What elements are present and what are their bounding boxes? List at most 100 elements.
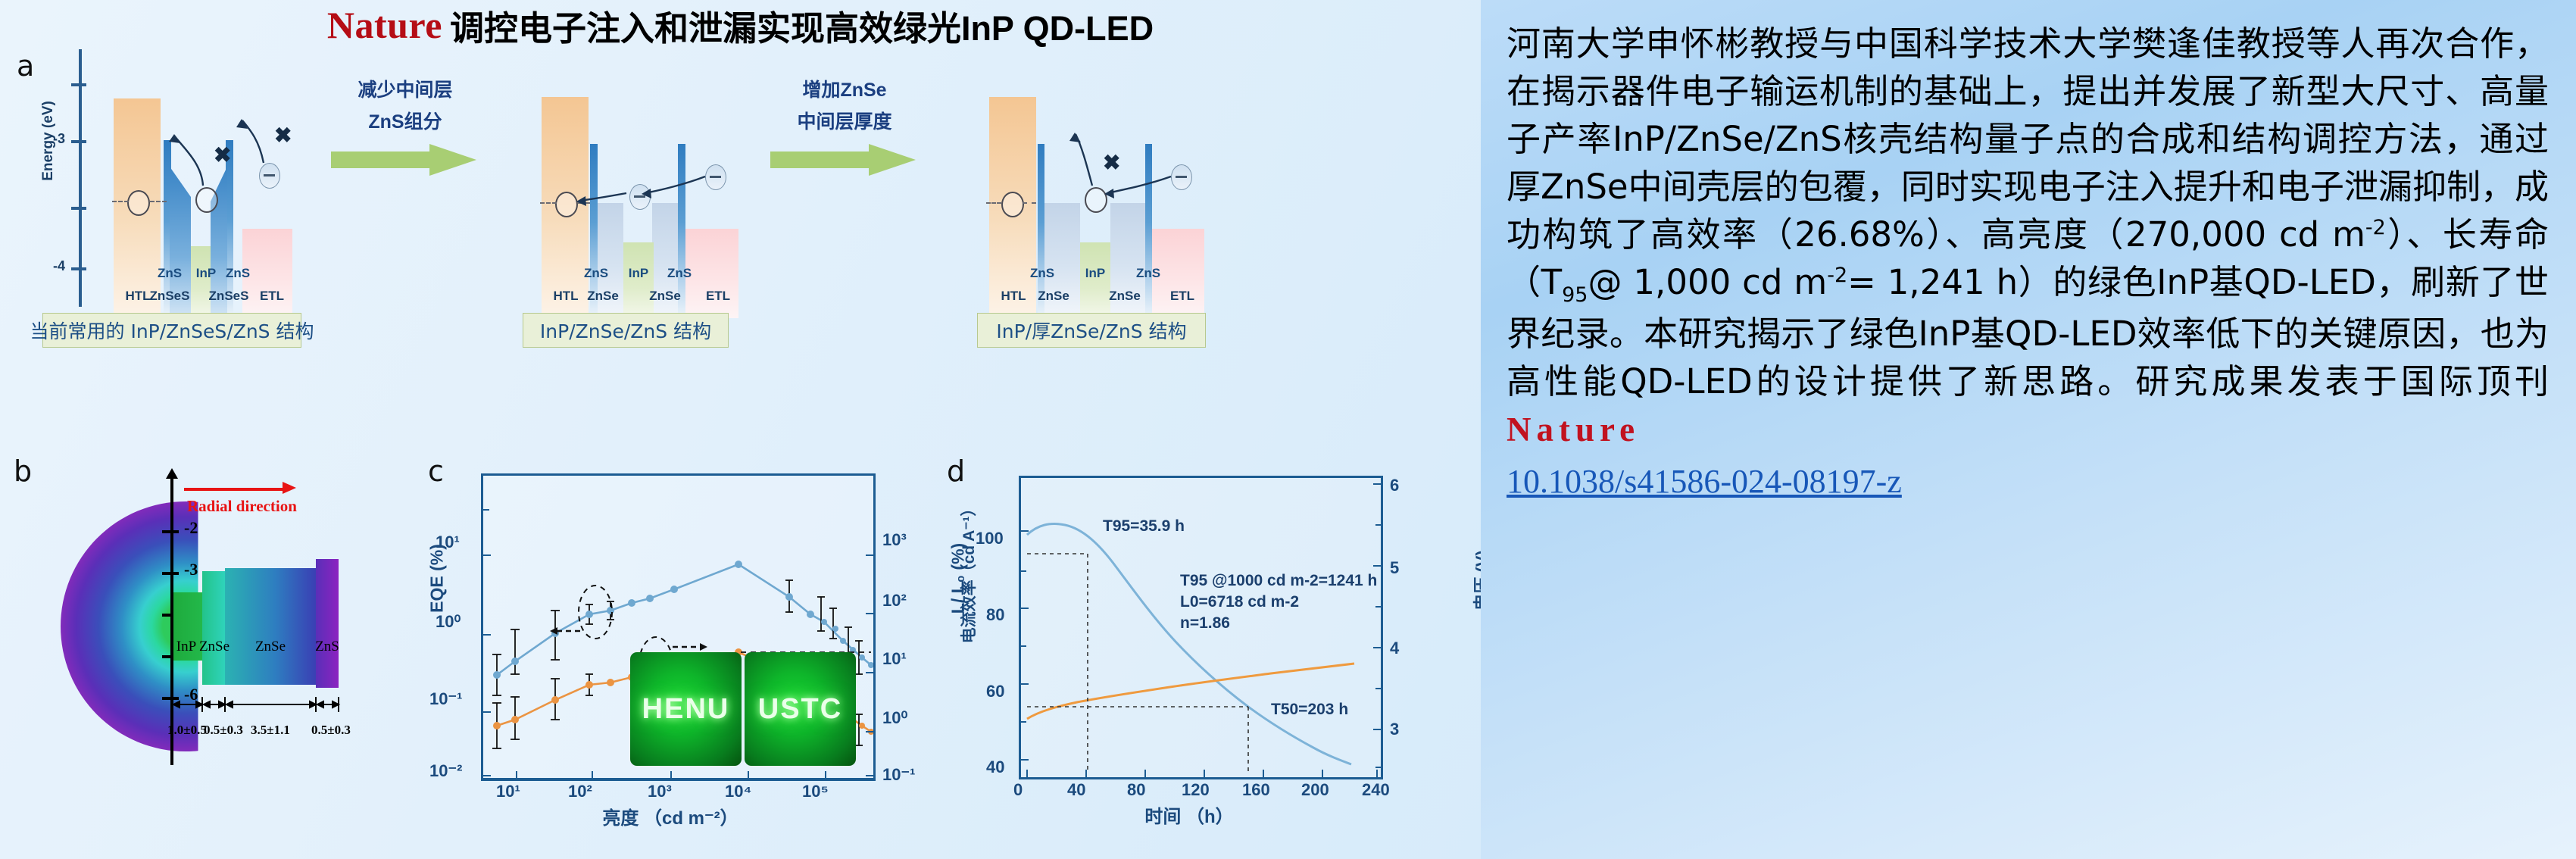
- summary-sub-1: 95: [1562, 283, 1588, 307]
- bar-znse-thin: [202, 571, 225, 685]
- band-diagram-3: ✖ ZnS InP ZnS HTL ZnSe ZnSe ETL: [947, 42, 1272, 360]
- blocked-x-icon: ✖: [214, 143, 232, 167]
- outer-label: ZnSe: [1038, 289, 1069, 303]
- c-left-tick-label: 10⁻¹: [429, 689, 463, 708]
- d-x-tick-label: 240: [1362, 780, 1390, 799]
- outer-label: HTL: [1001, 289, 1026, 303]
- d-x-tick-label: 40: [1067, 780, 1086, 799]
- c-x-tick-label: 10³: [648, 782, 672, 801]
- caption-structure-1: 当前常用的 InP/ZnSeS/ZnS 结构: [30, 313, 314, 348]
- d-left-tick-label: 40: [986, 757, 1005, 776]
- arrow-label-line1: 减少中间层: [358, 80, 453, 101]
- d-x-axis-label: 时间 （h）: [1144, 807, 1234, 827]
- b-axis-tick: [162, 530, 179, 533]
- inner-label: ZnS: [1135, 266, 1161, 280]
- b-axis-tick: [162, 614, 179, 617]
- caption-text: 当前常用的 InP/ZnSeS/ZnS 结构: [30, 320, 314, 342]
- d-x-tick-label: 120: [1182, 780, 1210, 799]
- annotation-n: n=1.86: [1180, 614, 1230, 632]
- inner-label: ZnS: [583, 266, 609, 280]
- c-x-tick-label: 10⁴: [725, 782, 752, 801]
- etl-layer: [242, 229, 292, 318]
- inner-label: ZnS: [157, 266, 183, 280]
- inp-core: [623, 242, 654, 318]
- right-text-column: 河南大学申怀彬教授与中国科学技术大学樊逢佳教授等人再次合作，在揭示器件电子输运机…: [1481, 0, 2576, 859]
- panel-b-letter: b: [14, 454, 33, 488]
- zns-barrier-right: [226, 140, 233, 318]
- hole-carrier: [555, 192, 578, 217]
- inner-label: ZnS: [667, 266, 692, 280]
- electron-in-core: [629, 184, 651, 210]
- dimension-label: 0.5±0.3: [311, 723, 351, 737]
- outer-label: ETL: [1169, 289, 1195, 303]
- title-nature-word: Nature: [326, 4, 442, 46]
- dimension-arrows: [171, 697, 341, 712]
- axis-tick-label: -4: [52, 258, 65, 273]
- inp-core: [1080, 242, 1110, 318]
- d-plot-area: T95=35.9 h T95 @1000 cd m-2=1241 h L0=67…: [1019, 476, 1383, 779]
- arrow-label-line1: 增加ZnSe: [802, 80, 887, 101]
- d-x-tick-label: 160: [1242, 780, 1270, 799]
- dimension-label: 0.5±0.3: [204, 723, 243, 737]
- c-left-tick-label: 10⁰: [436, 612, 461, 631]
- zns-barrier-left: [1038, 144, 1044, 318]
- hole-level-line: [986, 202, 1001, 204]
- annotation-t50: T50=203 h: [1271, 701, 1349, 718]
- radial-direction-label: Radial direction: [187, 497, 297, 515]
- outer-label: ZnSe: [587, 289, 619, 303]
- energy-axis: [79, 49, 82, 307]
- panel-a: a -3 -4 Energy (eV): [0, 42, 1462, 443]
- summary-part-3: @ 1,000 cd m: [1588, 262, 1828, 302]
- hole-level-line: [578, 202, 590, 204]
- c-left-tick-label: 10⁻²: [429, 761, 463, 780]
- summary-sup-1: -2: [2365, 216, 2386, 239]
- hole-level-line: [540, 202, 557, 204]
- arrow-label-line2: 中间层厚度: [797, 111, 892, 133]
- znse-shell-left: [1044, 203, 1080, 318]
- band-alignment-plot: -2 -3 -4 -5 -6 Radial direction InP ZnSe…: [162, 468, 420, 780]
- summary-part-2: ）、长寿命（T: [1507, 214, 2549, 302]
- outer-label: HTL: [553, 289, 579, 303]
- led-chip-label: USTC: [757, 692, 843, 725]
- page-title: Nature 调控电子注入和泄漏实现高效绿光InP QD-LED: [0, 2, 1481, 48]
- d-x-tick-label: 200: [1301, 780, 1329, 799]
- dimension-label: 3.5±1.1: [251, 723, 290, 737]
- radial-direction-arrow-icon: [184, 482, 298, 494]
- summary-sup-2: -2: [1827, 264, 1848, 287]
- c-x-tick-label: 10¹: [496, 782, 520, 801]
- inner-label: InP: [195, 266, 217, 280]
- outer-label: ETL: [705, 289, 731, 303]
- green-arrow-icon: [770, 143, 919, 176]
- axis-tick: [71, 207, 86, 210]
- caption-structure-3: InP/厚ZnSe/ZnS 结构: [977, 313, 1206, 348]
- hole-carrier: [127, 190, 150, 216]
- caption-text: InP/ZnSe/ZnS 结构: [539, 320, 712, 342]
- znses-slope-left: [170, 167, 191, 318]
- d-x-tick-label: 0: [1013, 780, 1023, 799]
- znse-shell-right: [1110, 203, 1147, 318]
- band-diagram-2: ZnS InP ZnS HTL ZnSe ZnSe ETL: [496, 42, 822, 360]
- bar-label: ZnS: [315, 639, 339, 654]
- panel-a-letter: a: [17, 49, 35, 83]
- axis-tick: [71, 83, 86, 86]
- led-chip-ustc: USTC: [745, 652, 856, 766]
- doi-link[interactable]: 10.1038/s41586-024-08197-z: [1507, 462, 1902, 500]
- c-x-tick-label: 10²: [568, 782, 592, 801]
- d-left-tick-label: 60: [986, 682, 1005, 701]
- znse-shell-left: [595, 203, 623, 318]
- c-right-tick-label: 10¹: [882, 649, 907, 668]
- blocked-x-icon: ✖: [1103, 151, 1121, 174]
- transition-arrow-2: 增加ZnSe 中间层厚度: [757, 78, 932, 176]
- outer-label: ZnSe: [1109, 289, 1141, 303]
- annotation-l0: L0=6718 cd m-2: [1180, 593, 1300, 611]
- d-right-tick-label: 4: [1390, 639, 1400, 658]
- inner-label: ZnS: [1029, 266, 1055, 280]
- axis-tick: [71, 267, 86, 270]
- b-tick-label: -3: [184, 560, 198, 579]
- band-diagram-1: -3 -4 Energy (eV) ✖ ✖: [23, 42, 348, 360]
- d-x-tick-label: 80: [1127, 780, 1146, 799]
- energy-axis-label: Energy (eV): [40, 101, 56, 181]
- panel-b: b -2 -3 -4 -5 -6 Radial direction InP: [8, 454, 417, 795]
- summary-part-1: 河南大学申怀彬教授与中国科学技术大学樊逢佳教授等人再次合作，在揭示器件电子输运机…: [1507, 23, 2549, 255]
- c-right-tick-label: 10⁰: [882, 708, 908, 727]
